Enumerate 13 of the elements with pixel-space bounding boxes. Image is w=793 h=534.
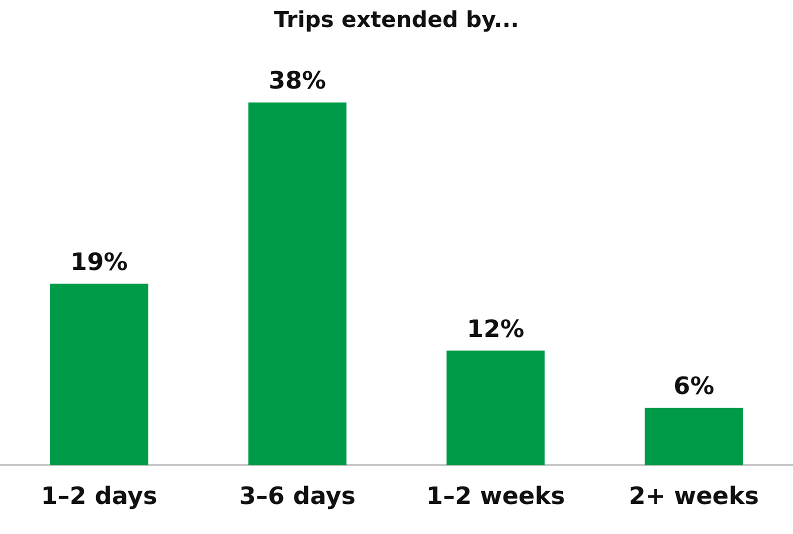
x-tick-label: 1–2 weeks	[426, 482, 565, 510]
data-label: 6%	[674, 372, 714, 400]
x-tick-label: 3–6 days	[239, 482, 356, 510]
data-label: 12%	[466, 314, 524, 343]
bar	[248, 102, 346, 466]
x-tick-label: 2+ weeks	[628, 482, 759, 510]
x-tick-label: 1–2 days	[40, 482, 158, 510]
data-label: 19%	[70, 248, 128, 276]
bar	[50, 284, 148, 466]
chart-title: Trips extended by...	[274, 8, 519, 33]
data-label: 38%	[268, 66, 326, 95]
bar	[446, 350, 545, 466]
bar	[644, 408, 743, 466]
